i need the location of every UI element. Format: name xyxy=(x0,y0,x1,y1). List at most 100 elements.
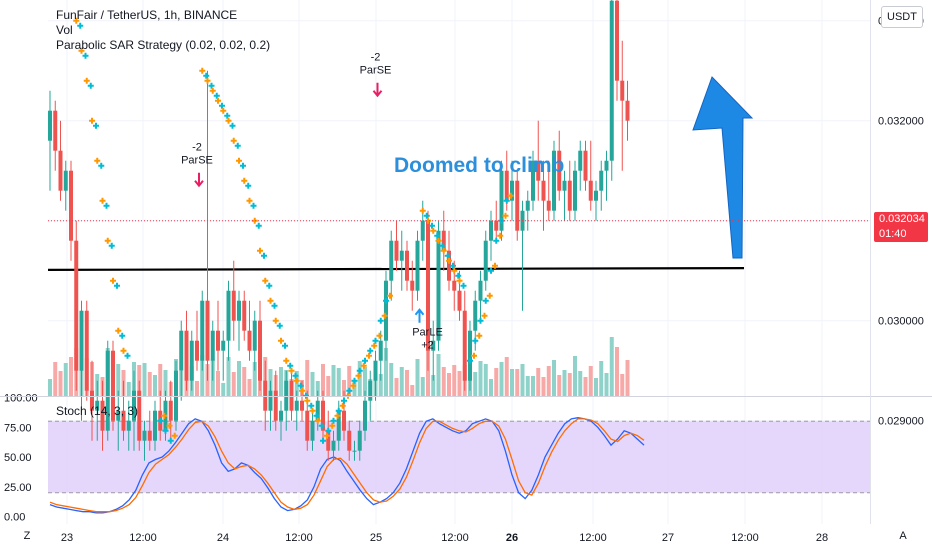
volume-bar xyxy=(478,361,483,396)
candle-body xyxy=(90,390,94,411)
volume-bar xyxy=(336,368,341,396)
sar-short-dot xyxy=(419,207,426,214)
candle-body xyxy=(200,300,205,361)
sar-long-dot xyxy=(161,412,168,419)
volume-bar xyxy=(515,369,520,396)
volume-bar xyxy=(457,371,462,396)
parabolic-sar-dots xyxy=(73,17,514,444)
zoom-button[interactable]: Z xyxy=(23,530,31,542)
signal-label: ParSE xyxy=(181,155,213,167)
candle-body xyxy=(625,100,630,121)
candle-body xyxy=(132,390,136,421)
currency-button[interactable]: USDT xyxy=(881,6,923,28)
sar-short-dot xyxy=(199,67,206,74)
sar-long-dot xyxy=(372,337,379,344)
volume-bar xyxy=(48,379,52,396)
sar-short-dot xyxy=(257,247,263,254)
candle-body xyxy=(357,430,362,451)
candle-body xyxy=(147,430,152,441)
candle-body xyxy=(69,170,73,241)
sar-short-dot xyxy=(82,52,89,59)
candle-body xyxy=(321,400,325,431)
signal-label: ParLE xyxy=(412,327,443,339)
sar-short-dot xyxy=(94,157,101,164)
sar-short-dot xyxy=(429,222,435,229)
time-tick-label: 25 xyxy=(370,532,382,544)
sar-short-dot xyxy=(266,282,273,289)
volume-bar xyxy=(147,372,152,396)
volume-bar xyxy=(415,359,420,396)
candle-body xyxy=(179,330,184,371)
volume-legend[interactable]: Vol xyxy=(56,23,73,37)
sar-long-dot xyxy=(367,347,374,354)
last-price-value: 0.032034 xyxy=(879,213,925,225)
volume-bar xyxy=(625,360,630,396)
sar-short-dot xyxy=(220,107,227,114)
sar-long-dot xyxy=(330,417,337,424)
candle-body xyxy=(420,220,425,241)
sar-long-dot xyxy=(355,372,362,379)
sar-short-dot xyxy=(108,242,115,249)
symbol-legend[interactable]: FunFair / TetherUS, 1h, BINANCE xyxy=(56,8,238,22)
volume-bar xyxy=(410,385,415,396)
strategy-legend[interactable]: Parabolic SAR Strategy (0.02, 0.02, 0.2) xyxy=(56,38,271,52)
auto-scale-button[interactable]: A xyxy=(899,530,907,542)
sar-short-dot xyxy=(282,342,288,349)
candle-body xyxy=(263,380,268,411)
candle-body xyxy=(331,440,336,451)
stoch-axis[interactable]: 0.00 25.00 50.00 75.00 100.00 xyxy=(4,393,38,524)
candle-body xyxy=(536,160,541,181)
volume-bar xyxy=(494,368,499,396)
sar-short-dot xyxy=(451,267,458,274)
sar-short-dot xyxy=(439,242,446,249)
time-tick-label: 12:00 xyxy=(285,532,313,544)
candle-body xyxy=(242,300,247,331)
sar-long-dot xyxy=(383,297,389,304)
short-entry-arrow-icon xyxy=(372,82,383,98)
sar-short-dot xyxy=(83,77,90,84)
candle-body xyxy=(116,410,121,421)
volume-bar xyxy=(588,366,593,396)
sar-long-dot xyxy=(335,407,342,414)
volume-bar xyxy=(389,363,394,396)
candle-body xyxy=(431,340,436,351)
sar-long-dot xyxy=(157,417,164,424)
sar-short-dot xyxy=(460,282,467,289)
candle-body xyxy=(552,150,556,211)
sar-short-dot xyxy=(89,117,95,124)
candle-body xyxy=(226,290,231,341)
sar-long-dot xyxy=(360,362,367,369)
sar-long-dot xyxy=(503,197,510,204)
sar-short-dot xyxy=(313,412,320,419)
time-axis[interactable]: 23 12:00 24 12:00 25 12:00 26 12:00 27 12:00 28 xyxy=(61,532,828,544)
stoch-legend[interactable]: Stoch (14, 3, 3) xyxy=(56,404,139,418)
candle-body xyxy=(268,390,273,411)
sar-long-dot xyxy=(507,192,514,199)
candle-body xyxy=(578,150,583,171)
volume-bar xyxy=(441,367,446,396)
candle-body xyxy=(284,380,289,411)
volume-bar xyxy=(142,363,147,396)
candle-body xyxy=(557,150,562,191)
sar-short-dot xyxy=(203,72,210,79)
sar-long-dot xyxy=(341,397,347,404)
sar-long-dot xyxy=(502,212,509,219)
candle-body xyxy=(74,240,79,371)
sar-short-dot xyxy=(245,182,252,189)
price-tick-label: 0.029000 xyxy=(878,416,924,428)
candle-body xyxy=(546,200,551,211)
last-price-tag: 0.032034 01:40 xyxy=(874,212,928,242)
candle-body xyxy=(373,360,378,381)
sar-long-dot xyxy=(166,422,173,429)
sar-short-dot xyxy=(272,317,279,324)
sar-short-dot xyxy=(78,47,85,54)
candle-body xyxy=(53,110,58,151)
sar-short-dot xyxy=(208,82,215,89)
sar-short-dot xyxy=(455,272,462,279)
sar-short-dot xyxy=(104,237,111,244)
candle-body xyxy=(137,390,142,441)
candle-body xyxy=(273,390,278,421)
stochastic-panel xyxy=(48,417,870,514)
volume-bar xyxy=(231,372,236,396)
